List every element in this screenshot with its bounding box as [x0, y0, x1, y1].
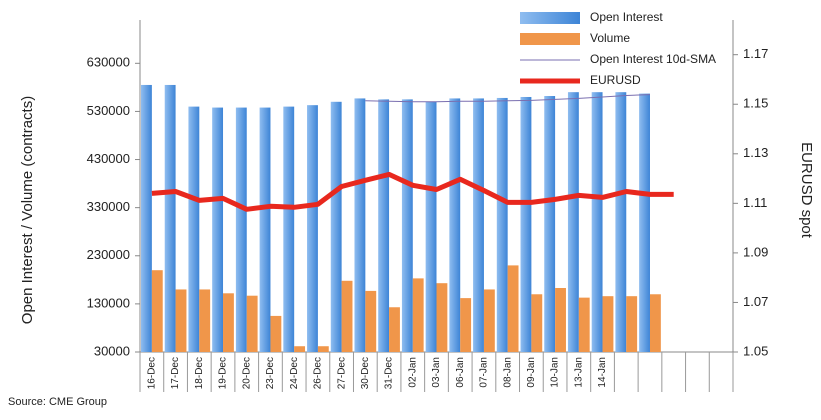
x-tick-label: 06-Jan [455, 357, 466, 388]
legend-label: Open Interest 10d-SMA [590, 52, 716, 66]
bar [223, 293, 234, 352]
y2-axis-title: EURUSD spot [798, 142, 815, 239]
y-tick-label: 530000 [87, 103, 130, 118]
bar [649, 294, 661, 352]
x-tick-label: 27-Dec [336, 357, 347, 389]
bar [354, 98, 366, 352]
bar [460, 298, 472, 352]
y-tick-label: 630000 [87, 55, 130, 70]
bar [626, 296, 638, 352]
y-tick-label: 30000 [94, 343, 130, 358]
bar [151, 270, 163, 352]
bar [639, 93, 650, 352]
x-tick-label: 10-Jan [550, 357, 561, 388]
y2-tick-label: 1.05 [743, 343, 768, 358]
bar [212, 107, 224, 352]
bar [473, 98, 484, 352]
x-tick-label: 16-Dec [147, 357, 158, 389]
x-tick-label: 20-Dec [241, 357, 252, 389]
y2-tick-label: 1.09 [743, 244, 768, 259]
bar [401, 99, 413, 353]
line-series [365, 94, 651, 103]
x-tick-label: 03-Jan [431, 357, 442, 388]
x-tick-label: 09-Jan [526, 357, 537, 388]
x-tick-label: 26-Dec [313, 357, 324, 389]
bar [389, 307, 400, 352]
bar [449, 98, 461, 352]
bar [307, 105, 318, 352]
bar [615, 92, 627, 352]
legend-swatch [520, 33, 580, 45]
bar [330, 101, 342, 352]
x-tick-label: 08-Jan [502, 357, 513, 388]
x-tick-label: 02-Jan [407, 357, 418, 388]
y2-tick-label: 1.13 [743, 145, 768, 160]
bar [555, 288, 566, 352]
bar [259, 107, 271, 352]
x-tick-label: 07-Jan [479, 357, 490, 388]
y2-tick-label: 1.07 [743, 294, 768, 309]
bar [235, 107, 247, 352]
x-tick-label: 23-Dec [265, 357, 276, 389]
bar [602, 296, 614, 352]
y2-tick-label: 1.11 [743, 195, 767, 210]
y-tick-label: 130000 [87, 295, 130, 310]
legend-label: Open Interest [590, 10, 663, 24]
x-tick-label: 30-Dec [360, 357, 371, 389]
bar [507, 265, 519, 352]
bar [270, 315, 282, 352]
bar [425, 101, 437, 352]
bar [188, 106, 200, 352]
bar [520, 96, 532, 352]
bar [283, 106, 295, 352]
bar [567, 92, 579, 352]
legend-swatch [520, 12, 580, 24]
bar [141, 84, 152, 353]
x-tick-label: 19-Dec [218, 357, 229, 389]
legend-label: EURUSD [590, 73, 641, 87]
bar [246, 295, 258, 352]
source-note: Source: CME Group [8, 396, 107, 408]
y-tick-label: 230000 [87, 247, 130, 262]
bar [496, 97, 508, 353]
bar [378, 99, 390, 353]
bar [436, 283, 448, 352]
bar [483, 289, 495, 352]
bar [578, 297, 590, 352]
bar [365, 290, 377, 352]
y-tick-label: 330000 [87, 199, 130, 214]
bar [164, 84, 176, 353]
bar [412, 278, 424, 352]
line-series [151, 171, 674, 212]
y-axis-title: Open Interest / Volume (contracts) [19, 96, 36, 324]
bar [531, 294, 543, 352]
bar [341, 280, 353, 352]
x-tick-label: 14-Jan [597, 357, 608, 388]
x-tick-label: 13-Jan [573, 357, 584, 388]
bar [175, 289, 187, 352]
bar [591, 92, 603, 352]
y2-tick-label: 1.15 [743, 96, 768, 111]
bar [199, 289, 211, 352]
bar [294, 346, 306, 352]
x-tick-label: 24-Dec [289, 357, 300, 389]
x-tick-label: 17-Dec [170, 357, 181, 389]
y2-tick-label: 1.17 [743, 46, 768, 61]
x-tick-label: 18-Dec [194, 357, 205, 389]
bar [544, 96, 556, 352]
legend-label: Volume [590, 31, 630, 45]
y-tick-label: 430000 [87, 151, 130, 166]
x-tick-label: 31-Dec [384, 357, 395, 389]
bar [317, 346, 329, 352]
